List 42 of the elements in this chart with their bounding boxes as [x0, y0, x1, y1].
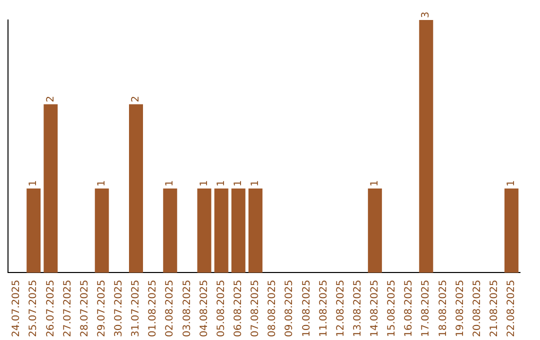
data-label: 1: [28, 180, 40, 186]
x-tick-label: 16.08.2025: [404, 280, 415, 338]
x-tick-label: 05.08.2025: [216, 280, 227, 338]
x-tick-label: 04.08.2025: [198, 280, 210, 338]
x-tick-label: 15.08.2025: [386, 280, 398, 338]
data-label: 1: [216, 180, 227, 186]
data-label: 1: [250, 180, 262, 186]
x-tick-label: 08.08.2025: [267, 280, 278, 338]
x-tick-label: 20.08.2025: [472, 280, 483, 338]
x-tick-label: 28.07.2025: [79, 280, 90, 338]
x-tick-label: 02.08.2025: [164, 280, 176, 338]
data-label: 2: [45, 96, 56, 102]
x-tick-label: 19.08.2025: [454, 280, 466, 338]
x-tick-label: 31.07.2025: [130, 280, 142, 338]
x-tick-label: 17.08.2025: [420, 280, 432, 338]
x-tick-label: 03.08.2025: [182, 280, 193, 338]
data-label: 1: [232, 180, 244, 186]
x-tick-label: 01.08.2025: [148, 280, 159, 338]
data-label: 2: [130, 96, 142, 102]
x-tick-label: 07.08.2025: [250, 280, 262, 338]
x-tick-label: 21.08.2025: [488, 280, 500, 338]
data-label: 1: [370, 180, 381, 186]
x-tick-label: 26.07.2025: [45, 280, 56, 338]
x-tick-label: 22.08.2025: [506, 280, 518, 338]
x-tick-label: 10.08.2025: [301, 280, 312, 338]
x-tick-label: 24.07.2025: [11, 280, 22, 338]
data-label: 1: [506, 180, 518, 186]
x-tick-label: 12.08.2025: [335, 280, 346, 338]
x-tick-label: 30.07.2025: [114, 280, 125, 338]
x-tick-label: 14.08.2025: [370, 280, 381, 338]
data-label: 1: [96, 180, 108, 186]
x-tick-label: 27.07.2025: [62, 280, 74, 338]
x-tick-label: 13.08.2025: [352, 280, 364, 338]
x-tick-label: 18.08.2025: [438, 280, 449, 338]
x-tick-label: 29.07.2025: [96, 280, 108, 338]
data-label: 3: [420, 12, 432, 18]
x-tick-label: 09.08.2025: [284, 280, 296, 338]
x-tick-label: 06.08.2025: [232, 280, 244, 338]
data-label: 1: [198, 180, 210, 186]
x-tick-label: 25.07.2025: [28, 280, 40, 338]
x-tick-label: 11.08.2025: [318, 280, 330, 338]
data-label: 1: [164, 180, 176, 186]
